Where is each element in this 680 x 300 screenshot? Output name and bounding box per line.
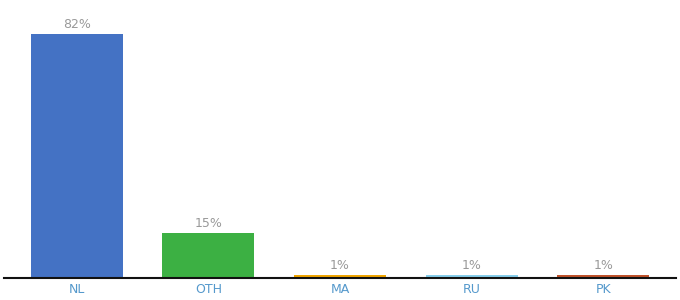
Text: 1%: 1% — [594, 259, 613, 272]
Bar — [558, 275, 649, 278]
Bar — [163, 233, 254, 278]
Text: 15%: 15% — [194, 218, 222, 230]
Bar — [426, 275, 517, 278]
Text: 82%: 82% — [63, 18, 90, 31]
Bar — [31, 34, 122, 278]
Bar — [294, 275, 386, 278]
Text: 1%: 1% — [462, 259, 481, 272]
Text: 1%: 1% — [330, 259, 350, 272]
